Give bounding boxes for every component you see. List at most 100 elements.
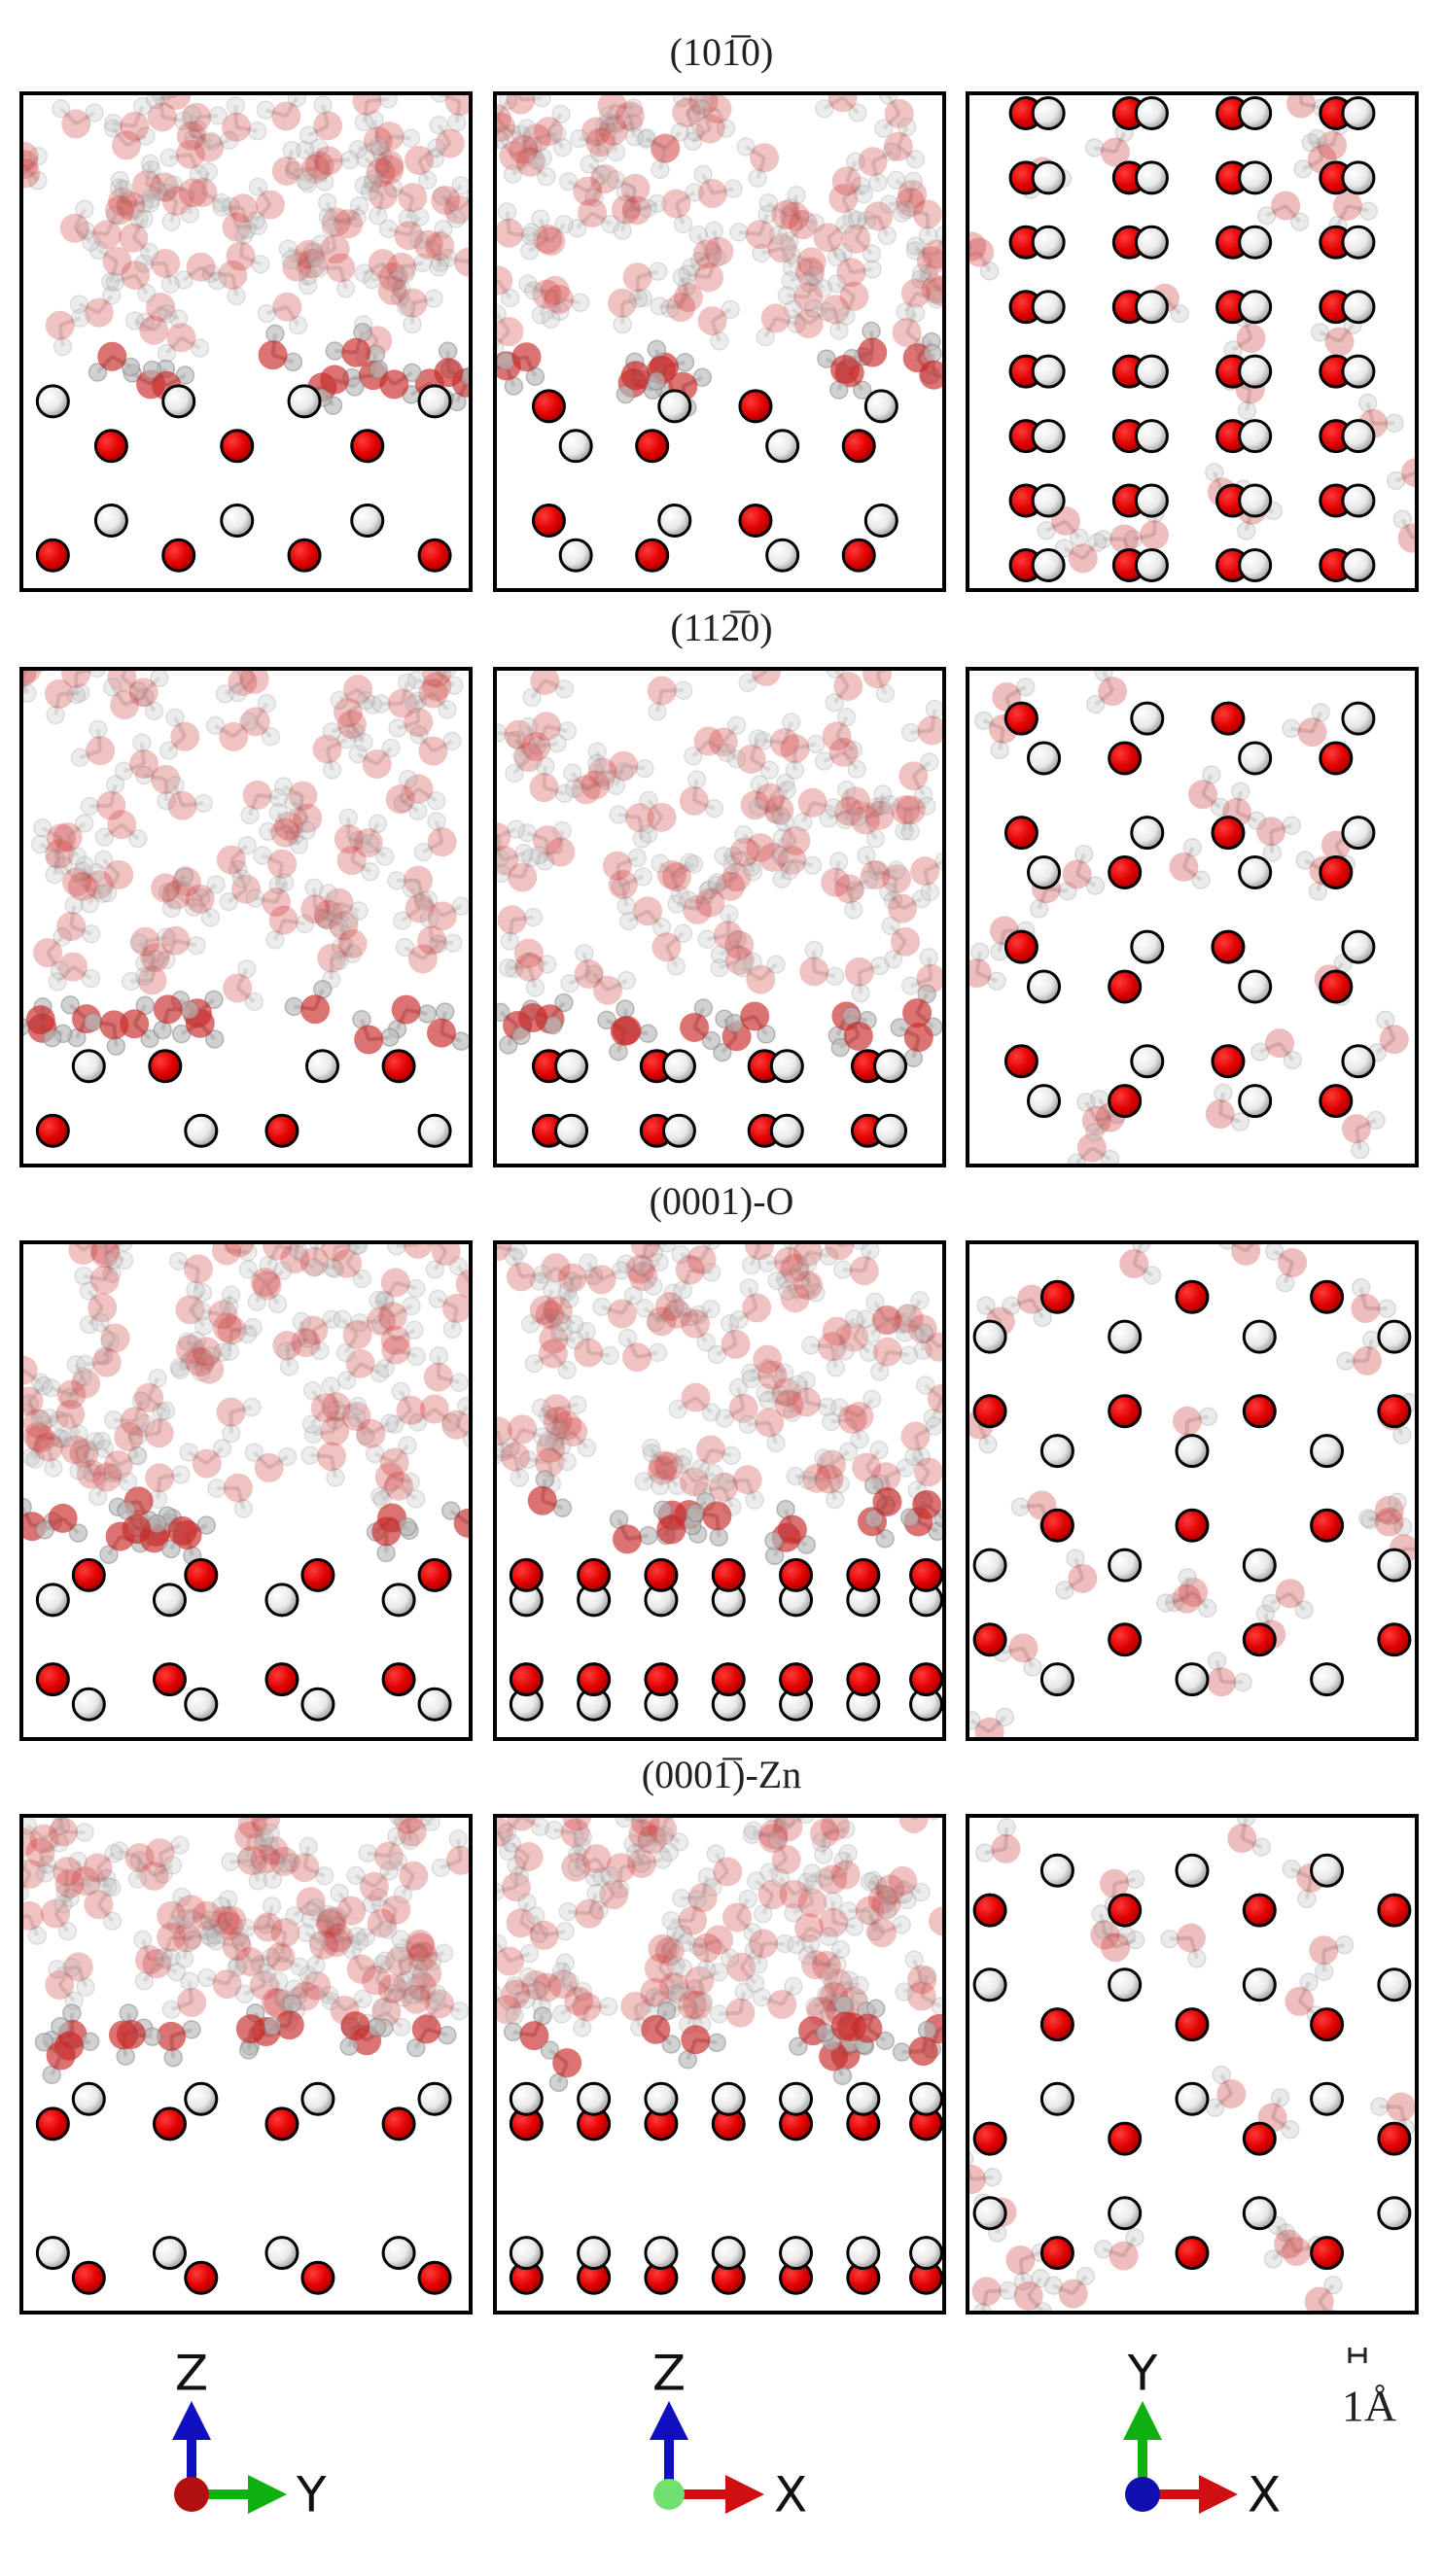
bond <box>584 1331 591 1353</box>
hydrogen <box>697 881 718 901</box>
hydrogen <box>532 1265 552 1284</box>
zinc-atom <box>657 503 692 538</box>
bond <box>1189 1937 1199 1960</box>
bond <box>520 856 534 879</box>
oxygen <box>681 2025 711 2055</box>
bond <box>346 204 362 226</box>
bond <box>680 1463 696 1483</box>
bond <box>386 1908 399 1931</box>
bond <box>37 1434 59 1441</box>
bond <box>235 868 248 890</box>
oxygen <box>405 1932 436 1963</box>
hydrogen <box>93 850 114 870</box>
oxygen <box>817 1332 847 1362</box>
bond <box>336 925 355 946</box>
hydrogen <box>995 1707 1015 1727</box>
oxygen <box>831 166 862 196</box>
bond <box>246 1925 268 1931</box>
bond <box>664 946 679 967</box>
hydrogen <box>302 1380 323 1401</box>
oxygen <box>702 93 732 123</box>
hydrogen <box>81 968 101 989</box>
oxygen <box>111 130 141 160</box>
hydrogen <box>157 791 176 811</box>
bond <box>986 2288 1008 2294</box>
hydrogen <box>716 119 736 138</box>
hydrogen <box>865 1292 885 1312</box>
bond <box>27 1403 40 1425</box>
oxygen-atom <box>1319 1084 1354 1119</box>
hydrogen <box>288 315 308 335</box>
hydrogen <box>567 1858 587 1877</box>
bond <box>526 830 548 842</box>
bond <box>295 250 314 269</box>
hydrogen <box>198 162 219 182</box>
oxygen <box>175 139 205 169</box>
hydrogen <box>76 1354 95 1375</box>
bond <box>294 1257 316 1270</box>
bond <box>885 1311 907 1323</box>
bond <box>372 120 380 142</box>
bond <box>977 1423 990 1445</box>
oxygen-atom <box>841 538 876 573</box>
hydrogen <box>35 1520 54 1540</box>
oxygen <box>258 340 288 370</box>
bond <box>737 944 755 963</box>
hydrogen <box>1054 539 1074 558</box>
hydrogen <box>259 821 278 842</box>
hydrogen <box>633 867 652 887</box>
oxygen <box>797 787 827 818</box>
zinc-atom <box>1377 1548 1412 1583</box>
hydrogen <box>759 1862 779 1882</box>
hydrogen <box>259 1255 278 1275</box>
hydrogen <box>838 1442 859 1461</box>
bond <box>404 945 424 961</box>
hydrogen <box>348 1396 368 1416</box>
hydrogen <box>1093 529 1113 549</box>
zinc-atom <box>1238 225 1273 260</box>
hydrogen <box>583 1266 604 1286</box>
oxygen <box>872 1337 902 1367</box>
hydrogen <box>697 1867 717 1887</box>
bond <box>137 1431 160 1439</box>
bond <box>805 1264 811 1286</box>
hydrogen <box>227 1958 247 1978</box>
bond <box>841 95 860 115</box>
bond <box>711 1870 729 1889</box>
hydrogen <box>80 2032 100 2051</box>
bond <box>601 1305 623 1316</box>
bond <box>343 1997 365 2012</box>
hydrogen <box>857 211 877 230</box>
hydrogen <box>521 223 542 242</box>
bond <box>350 858 371 874</box>
zinc-atom <box>1310 1434 1345 1469</box>
zinc-atom <box>1238 1084 1273 1119</box>
bond <box>595 122 617 134</box>
hydrogen <box>358 1843 377 1863</box>
oxygen <box>326 253 356 283</box>
hydrogen <box>1386 470 1406 491</box>
bond <box>454 1405 469 1426</box>
bond <box>125 134 147 148</box>
oxygen <box>419 1394 449 1424</box>
oxygen <box>381 1895 411 1925</box>
oxygen <box>521 123 551 154</box>
hydrogen <box>368 206 388 226</box>
hydrogen <box>1075 2266 1096 2286</box>
oxygen <box>1101 1932 1131 1963</box>
panel <box>21 1242 471 1739</box>
bond <box>74 1440 96 1452</box>
hydrogen <box>835 1820 856 1839</box>
oxygen-atom <box>972 1893 1007 1928</box>
oxygen <box>839 281 869 311</box>
hydrogen <box>71 682 90 703</box>
bond <box>377 1896 398 1912</box>
oxygen <box>677 1990 707 2020</box>
bond <box>510 1841 530 1859</box>
bond <box>693 1307 713 1326</box>
bond <box>863 804 883 822</box>
bond <box>417 733 435 752</box>
oxygen <box>228 669 258 697</box>
hydrogen <box>531 305 551 325</box>
oxygen <box>1099 1868 1129 1898</box>
